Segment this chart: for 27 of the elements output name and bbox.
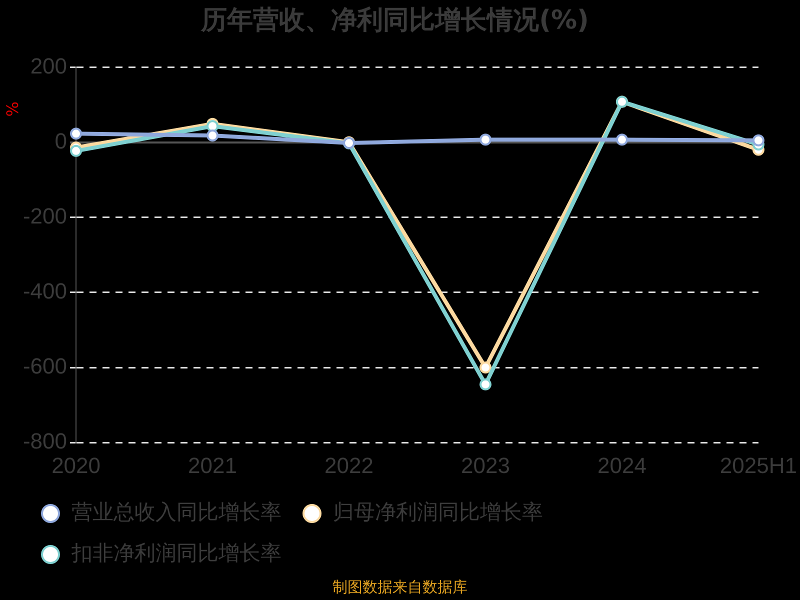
x-tick-label: 2023	[461, 452, 510, 478]
legend-label: 扣非净利润同比增长率	[70, 540, 282, 565]
legend-label: 营业总收入同比增长率	[72, 500, 282, 524]
point	[70, 128, 82, 140]
x-tick-label: 2021	[188, 452, 237, 478]
y-axis-title: %	[3, 102, 22, 117]
y-tick-label: -400	[22, 278, 68, 304]
point	[479, 362, 492, 374]
point	[752, 134, 764, 146]
point	[206, 120, 219, 132]
point	[479, 134, 492, 146]
y-tick-label: -200	[22, 203, 68, 228]
x-tick-label: 2024	[598, 452, 646, 478]
point	[616, 134, 628, 146]
y-tick-label: 200	[30, 53, 68, 78]
text: 制图数据来自数据库	[332, 578, 468, 597]
x-tick-label: 2025H1	[720, 452, 798, 478]
x-tick-label: 2020	[52, 452, 101, 478]
y-tick-label: 0	[54, 128, 68, 154]
y-tick-label: -800	[22, 428, 68, 454]
legend-label: 归母净利润同比增长率	[333, 500, 543, 524]
point	[206, 130, 219, 142]
point	[479, 378, 492, 390]
chart-title: 历年营收、净利同比增长情况(%)	[200, 5, 589, 36]
x-tick-label: 2022	[324, 452, 374, 478]
y-tick-label: -600	[22, 354, 68, 379]
point	[70, 144, 82, 157]
